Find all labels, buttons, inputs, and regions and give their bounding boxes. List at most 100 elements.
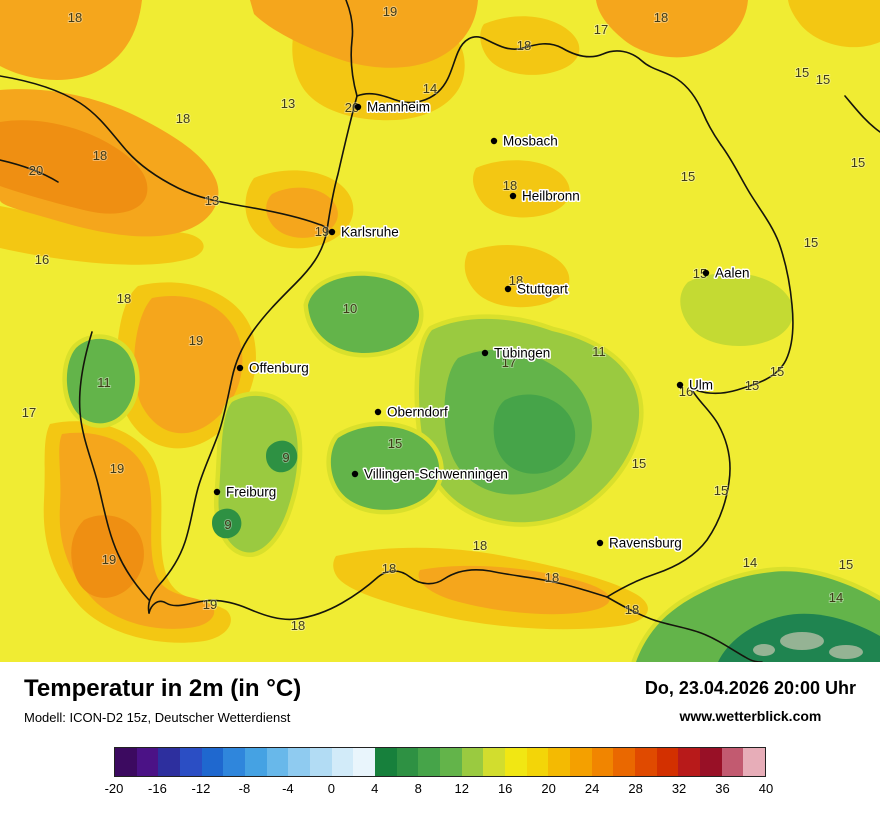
- city-label: Freiburg: [226, 485, 276, 500]
- temp-value: 19: [315, 224, 329, 239]
- city-label: Offenburg: [249, 361, 309, 376]
- temp-value: 15: [804, 235, 818, 250]
- temp-value: 15: [745, 378, 759, 393]
- legend-tick-label: 0: [327, 781, 335, 796]
- border-line: [844, 95, 880, 133]
- legend-color-cell: [461, 748, 484, 776]
- datetime-block: Do, 23.04.2026 20:00 Uhr www.wetterblick…: [645, 675, 856, 724]
- temp-value: 18: [517, 38, 531, 53]
- temperature-values-layer: 18 19 18 17 18 15 15 18 13 14 20 18 20 13 18 15 15 16 19 18…: [21, 3, 866, 634]
- temp-value: 14: [423, 81, 437, 96]
- map-canvas: 18 19 18 17 18 15 15 18 13 14 20 18 20 13 18 15 15 16 19 18…: [0, 0, 880, 662]
- legend-tick-label: 36: [715, 781, 730, 796]
- temp-value: 14: [743, 555, 757, 570]
- legend-color-cell: [700, 748, 722, 776]
- city-marker-dot: [481, 349, 489, 357]
- legend-tick-label: 4: [371, 781, 379, 796]
- legend-color-cell: [548, 748, 571, 776]
- border-line: [78, 331, 150, 601]
- city-marker-dot: [596, 539, 604, 547]
- legend-tick-label: 24: [584, 781, 600, 796]
- temp-value: 13: [281, 96, 295, 111]
- legend-tick-label: -16: [148, 781, 167, 796]
- legend-color-cell: [396, 748, 419, 776]
- temp-value: 15: [388, 436, 402, 451]
- temp-value: 15: [681, 169, 695, 184]
- city-marker-dot: [213, 488, 221, 496]
- temp-value: 18: [473, 538, 487, 553]
- city-label: Tübingen: [494, 346, 550, 361]
- legend-color-cell: [656, 748, 679, 776]
- temp-value: 15: [693, 266, 707, 281]
- border-line: [0, 159, 59, 183]
- legend-color-cell: [678, 748, 701, 776]
- city-marker-dot: [504, 285, 512, 293]
- border-line: [148, 569, 608, 621]
- legend-color-cell: [591, 748, 614, 776]
- legend-color-cell: [613, 748, 636, 776]
- city-label: Ravensburg: [609, 536, 682, 551]
- legend-color-cell: [418, 748, 441, 776]
- temp-value: 18: [654, 10, 668, 25]
- legend-color-cell: [201, 748, 224, 776]
- temp-value: 15: [839, 557, 853, 572]
- temp-value: 20: [29, 163, 43, 178]
- city-marker-dot: [676, 381, 684, 389]
- model-info: Modell: ICON-D2 15z, Deutscher Wetterdie…: [24, 710, 291, 725]
- city-marker-dot: [236, 364, 244, 372]
- temp-value: 19: [110, 461, 124, 476]
- legend-tick-label: 40: [758, 781, 774, 796]
- border-line: [0, 75, 328, 231]
- city-marker-dot: [351, 470, 359, 478]
- temp-value: 19: [203, 597, 217, 612]
- legend-tick-label: 12: [454, 781, 469, 796]
- legend-tick-label: -8: [238, 781, 251, 796]
- temp-value: 18: [545, 570, 559, 585]
- city-marker-dot: [354, 103, 362, 111]
- temp-value: 18: [117, 291, 131, 306]
- temp-value: 11: [592, 344, 606, 359]
- legend-tick-label: 32: [671, 781, 687, 796]
- legend-color-cell: [288, 748, 311, 776]
- legend-tick-label: 8: [414, 781, 422, 796]
- border-line: [345, 0, 358, 97]
- legend-color-cell: [245, 748, 267, 776]
- legend-color-cell: [353, 748, 376, 776]
- temp-value: 15: [816, 72, 830, 87]
- border-line: [606, 596, 763, 662]
- legend-color-cell: [721, 748, 744, 776]
- temp-value: 17: [502, 355, 516, 370]
- legend-color-cell: [635, 748, 657, 776]
- legend-color-cell: [136, 748, 159, 776]
- legend-color-cell: [331, 748, 354, 776]
- legend-color-cell: [526, 748, 549, 776]
- temp-value: 19: [102, 552, 116, 567]
- temp-value: 15: [770, 364, 784, 379]
- temp-value: 18: [93, 148, 107, 163]
- city-markers-layer: Mannheim Mosbach Heilbronn Karlsruhe Stuttga…: [213, 98, 751, 552]
- temp-value: 11: [97, 375, 111, 390]
- legend-color-cell: [223, 748, 246, 776]
- city-marker-dot: [328, 228, 336, 236]
- temp-value: 15: [714, 483, 728, 498]
- city-label: Mannheim: [367, 100, 430, 115]
- temperature-map: 18 19 18 17 18 15 15 18 13 14 20 18 20 13 18 15 15 16 19 18…: [0, 0, 880, 662]
- temp-value: 20: [345, 100, 359, 115]
- temp-value: 18: [503, 178, 517, 193]
- legend-color-cell: [266, 748, 289, 776]
- temp-value: 18: [382, 561, 396, 576]
- city-label: Villingen-Schwenningen: [364, 467, 508, 482]
- city-label: Karlsruhe: [341, 225, 399, 240]
- legend-color-cell: [158, 748, 181, 776]
- legend-color-cell: [375, 748, 397, 776]
- temp-value: 18: [509, 273, 523, 288]
- temp-value: 16: [35, 252, 49, 267]
- city-marker-dot: [702, 269, 710, 277]
- city-label: Ulm: [689, 378, 713, 393]
- temp-value: 19: [189, 333, 203, 348]
- legend-color-cell: [115, 748, 137, 776]
- temp-value: 9: [224, 517, 231, 532]
- temp-value: 9: [282, 450, 289, 465]
- city-label: Aalen: [715, 266, 750, 281]
